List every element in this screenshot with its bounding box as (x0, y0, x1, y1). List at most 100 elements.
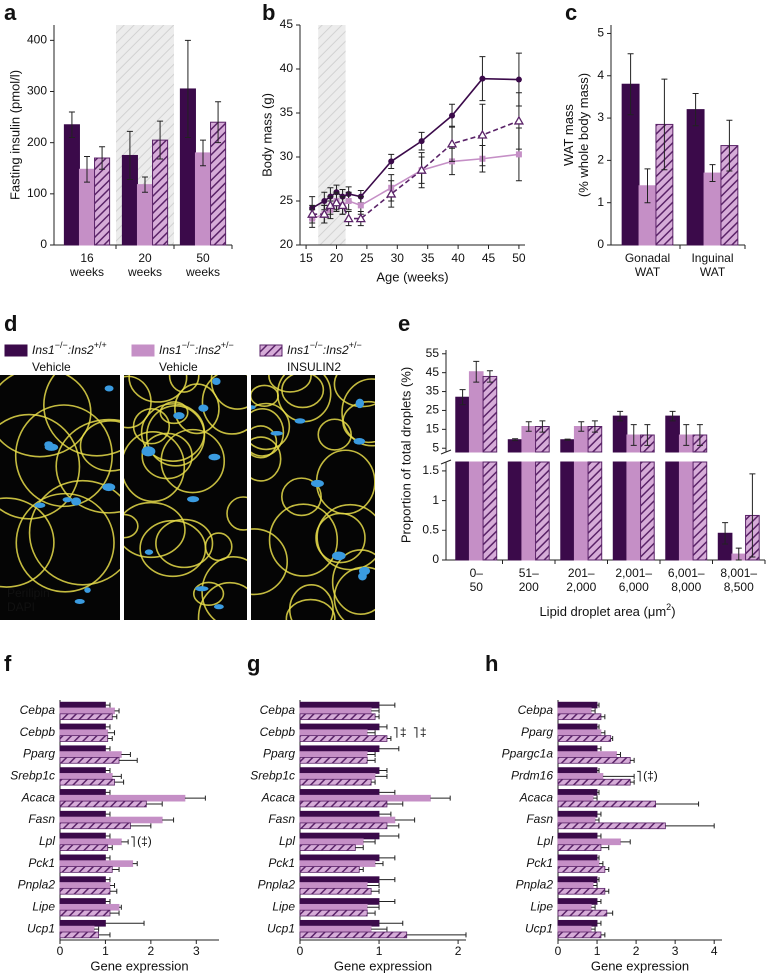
error-bar (591, 904, 596, 910)
error-bar (655, 801, 700, 807)
error-bar (107, 736, 113, 742)
error-bar (597, 724, 600, 730)
legend-swatch (259, 344, 283, 357)
legend-genotype: +/− (349, 340, 362, 350)
micrograph-panel (124, 375, 247, 620)
error-bar (600, 845, 610, 851)
bar (703, 172, 722, 246)
x-tick-label: 6,001– (668, 566, 705, 580)
error-bar (486, 370, 493, 383)
error-bar (644, 168, 651, 204)
x-axis-title-end: ) (671, 604, 675, 619)
error-bar (379, 811, 392, 817)
legend-treatment: Vehicle (32, 360, 71, 374)
nucleus (71, 497, 82, 506)
error-bar (119, 757, 138, 763)
bar (557, 789, 598, 796)
error-bar (109, 910, 120, 916)
y-tick-label: 15 (426, 422, 440, 436)
bar (299, 844, 356, 851)
x-tick-label: 0 (555, 944, 562, 958)
bar (299, 816, 396, 824)
bar (665, 415, 680, 453)
bar (299, 919, 380, 927)
micrograph-content (251, 375, 375, 620)
error-bar (595, 817, 600, 823)
error-bar (367, 730, 376, 736)
bar (59, 745, 106, 753)
error-bar (591, 926, 596, 932)
error-bar (200, 139, 206, 167)
error-bar (162, 817, 175, 823)
bar (299, 931, 408, 939)
bar (299, 838, 364, 846)
bar (482, 375, 498, 453)
nucleus (358, 572, 367, 581)
error-bar (661, 78, 668, 171)
y-axis-title: Proportion of total droplets (%) (398, 367, 413, 543)
cell-membrane (316, 503, 375, 571)
bar (94, 157, 111, 246)
error-bar (604, 888, 610, 894)
error-bar (696, 424, 703, 446)
bar (521, 461, 537, 561)
panel-letter: a (4, 0, 17, 25)
cell-membrane (160, 428, 226, 494)
y-tick-label: Srebp1c (250, 769, 295, 783)
bar (535, 461, 550, 561)
x-tick-label: 2 (455, 944, 462, 958)
annotation: ‡ (400, 725, 407, 739)
x-tick-label-group: 16 weeks (69, 251, 104, 279)
x-tick-label: 1 (594, 944, 601, 958)
error-bar (132, 861, 138, 867)
x-tick-label: 8,000 (671, 580, 701, 594)
y-tick-label: Pparg (263, 747, 295, 761)
y-tick-label: Pparg (23, 747, 55, 761)
bar (557, 838, 621, 846)
legend-genotype: :Ins2 (323, 343, 349, 357)
x-tick-label-group: Gonadal WAT (625, 251, 670, 279)
bar (59, 898, 106, 905)
nucleus (84, 587, 91, 593)
error-bar (68, 111, 75, 139)
bar (299, 887, 372, 895)
panel-letter: b (262, 0, 275, 25)
bar (557, 860, 600, 867)
bar (59, 909, 111, 917)
bar (557, 713, 602, 721)
x-tick-label: 35 (421, 251, 435, 265)
error-bar (539, 420, 546, 433)
error-bar (107, 845, 113, 851)
bar (640, 461, 655, 561)
cell-membrane (28, 479, 120, 586)
error-bar (406, 932, 467, 938)
cell-membrane (226, 496, 247, 531)
error-bar (602, 773, 635, 779)
error-bar (105, 877, 111, 883)
micrograph-content (0, 375, 120, 604)
y-tick-label: Ucp1 (525, 921, 553, 935)
bar (468, 461, 484, 561)
bar (59, 729, 109, 737)
error-bar (692, 93, 699, 127)
y-tick-label: Acaca (21, 790, 56, 804)
y-tick-label: Lipe (32, 899, 55, 913)
error-bar (142, 176, 148, 193)
bar (299, 909, 368, 917)
y-tick-label: 40 (280, 61, 294, 75)
cell-membrane (251, 407, 285, 457)
error-bar (379, 920, 404, 926)
cell-membrane (201, 556, 247, 620)
error-bar (105, 724, 111, 730)
bar (560, 439, 575, 453)
error-bar (375, 861, 384, 867)
y-tick-label: Lipe (272, 899, 295, 913)
x-tick-label: 0 (297, 944, 304, 958)
y-axis-title: WAT mass(% whole body mass) (561, 73, 591, 197)
x-tick-label: 50 (512, 251, 526, 265)
error-bar (379, 746, 400, 752)
x-tick-label: 50 (196, 251, 210, 265)
error-bar (105, 898, 111, 904)
bar (299, 794, 431, 802)
